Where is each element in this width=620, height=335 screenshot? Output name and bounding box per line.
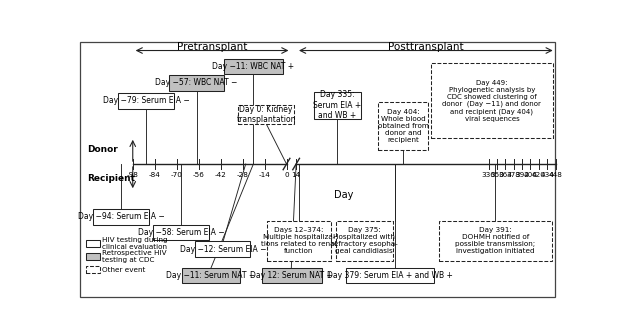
- Text: Pretransplant: Pretransplant: [177, 42, 247, 52]
- Text: Day −58: Serum EIA −: Day −58: Serum EIA −: [138, 228, 224, 237]
- Text: Day −12: Serum EIA −: Day −12: Serum EIA −: [180, 245, 266, 254]
- Text: -28: -28: [237, 172, 249, 178]
- FancyBboxPatch shape: [267, 221, 330, 261]
- Text: 350: 350: [490, 172, 504, 178]
- Text: Day: Day: [335, 190, 354, 200]
- Text: Day 0: Kidney
transplantation: Day 0: Kidney transplantation: [236, 105, 296, 124]
- Text: 420: 420: [532, 172, 546, 178]
- FancyBboxPatch shape: [439, 221, 552, 261]
- Text: 392: 392: [515, 172, 529, 178]
- Text: Day −57: WBC NAT −: Day −57: WBC NAT −: [155, 78, 237, 87]
- Text: -98: -98: [127, 172, 139, 178]
- Text: Days 12–374:
Multiple hospitaliza-
tions related to renal
function: Days 12–374: Multiple hospitaliza- tions…: [261, 227, 337, 254]
- Text: Retrospective HIV
testing at CDC: Retrospective HIV testing at CDC: [102, 250, 167, 263]
- FancyBboxPatch shape: [169, 75, 224, 90]
- Text: Day 449:
Phylogenetic analysis by
CDC showed clustering of
donor  (Day −11) and : Day 449: Phylogenetic analysis by CDC sh…: [443, 80, 541, 122]
- FancyBboxPatch shape: [239, 105, 294, 124]
- Text: 14: 14: [291, 172, 301, 178]
- Text: -42: -42: [215, 172, 226, 178]
- FancyBboxPatch shape: [86, 240, 100, 247]
- Text: 434: 434: [540, 172, 554, 178]
- FancyBboxPatch shape: [195, 242, 250, 257]
- Text: Day −11: WBC NAT +: Day −11: WBC NAT +: [212, 62, 294, 71]
- FancyBboxPatch shape: [262, 268, 322, 283]
- Text: Day 335:
Serum EIA +
and WB +: Day 335: Serum EIA + and WB +: [313, 90, 361, 120]
- FancyBboxPatch shape: [378, 102, 428, 150]
- FancyBboxPatch shape: [182, 268, 240, 283]
- Text: Day 391:
DOHMH notified of
possible transmission;
investigation initiated: Day 391: DOHMH notified of possible tran…: [455, 227, 535, 254]
- Text: Posttransplant: Posttransplant: [388, 42, 464, 52]
- FancyBboxPatch shape: [314, 92, 361, 119]
- Text: Recipient: Recipient: [87, 174, 135, 183]
- FancyBboxPatch shape: [224, 59, 283, 74]
- Text: 448: 448: [549, 172, 562, 178]
- Text: Other event: Other event: [102, 267, 146, 272]
- Text: -70: -70: [170, 172, 183, 178]
- Text: 336: 336: [482, 172, 495, 178]
- Text: 364: 364: [498, 172, 512, 178]
- Text: Day −79: Serum EIA −: Day −79: Serum EIA −: [102, 96, 189, 105]
- FancyBboxPatch shape: [345, 268, 433, 283]
- Text: 406: 406: [523, 172, 538, 178]
- FancyBboxPatch shape: [431, 63, 553, 138]
- FancyBboxPatch shape: [94, 209, 149, 225]
- FancyBboxPatch shape: [86, 253, 100, 260]
- Text: 378: 378: [507, 172, 521, 178]
- FancyBboxPatch shape: [86, 266, 100, 273]
- Text: -56: -56: [193, 172, 205, 178]
- FancyBboxPatch shape: [336, 221, 392, 261]
- Text: -14: -14: [259, 172, 270, 178]
- Text: Day 404:
Whole blood
obtained from
donor and
recipient: Day 404: Whole blood obtained from donor…: [378, 109, 428, 143]
- Text: Day −11: Serum NAT −: Day −11: Serum NAT −: [166, 271, 255, 280]
- Text: 0: 0: [284, 172, 289, 178]
- Text: HIV testing during
clinical evaluation: HIV testing during clinical evaluation: [102, 237, 168, 250]
- Text: -84: -84: [149, 172, 161, 178]
- Text: Day −94: Serum EIA −: Day −94: Serum EIA −: [78, 212, 164, 221]
- Text: Day 379: Serum EIA + and WB +: Day 379: Serum EIA + and WB +: [327, 271, 453, 280]
- FancyBboxPatch shape: [153, 225, 209, 240]
- Text: Day 375:
Hospitalized with
refractory esopha-
geal candidiasis: Day 375: Hospitalized with refractory es…: [331, 227, 398, 254]
- FancyBboxPatch shape: [118, 93, 174, 109]
- Text: Donor: Donor: [87, 145, 118, 154]
- Text: Day 12: Serum NAT +: Day 12: Serum NAT +: [250, 271, 333, 280]
